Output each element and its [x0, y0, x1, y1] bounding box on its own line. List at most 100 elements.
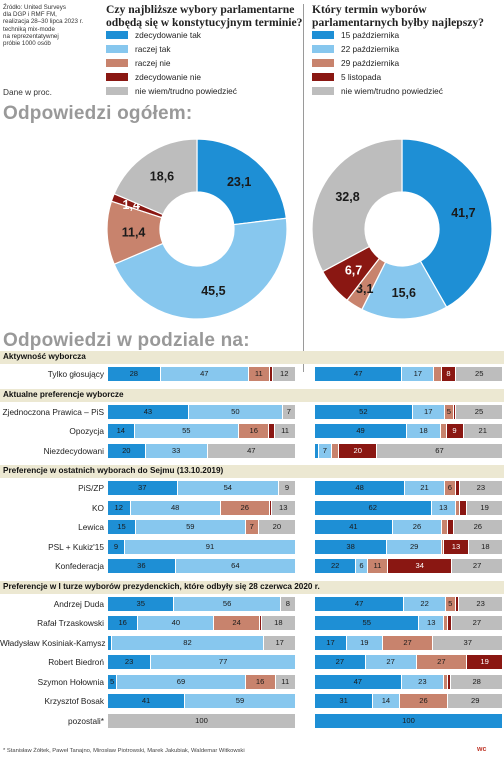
legend-swatch [312, 45, 334, 53]
footnote: * Stanisław Żółtek, Paweł Tanajno, Miros… [3, 748, 245, 754]
row-label: Krzysztof Bosak [44, 696, 104, 706]
bar-segment: 47 [315, 674, 401, 689]
bar-segment: 26 [453, 520, 502, 534]
bar-segment [315, 443, 318, 458]
bar-segment: 5 [444, 404, 454, 419]
bar-segment: 19 [467, 500, 502, 515]
bar-segment: 23 [401, 674, 444, 689]
bar-segment [442, 520, 447, 534]
bar-segment: 13 [271, 500, 295, 515]
legend-item: nie wiem/trudno powiedzieć [312, 86, 443, 96]
legend-item: 15 października [312, 30, 399, 40]
row-label: Opozycja [69, 426, 104, 436]
legend-swatch [312, 87, 334, 95]
bar-segment: 11 [275, 674, 295, 689]
donut-slice [311, 138, 403, 273]
legend-item: 5 listopada [312, 72, 381, 82]
bar-segment: 11 [367, 559, 388, 573]
bar-segment: 17 [412, 404, 444, 419]
brand-logo: wc [477, 746, 487, 753]
bar-segment: 18 [468, 539, 502, 554]
bar-segment: 27 [452, 559, 502, 573]
donut-value-label: 11,4 [122, 225, 146, 239]
row-label: Zjednoczona Prawica – PiS [2, 406, 104, 417]
legend-swatch [106, 59, 128, 67]
bar-segment: 12 [108, 500, 130, 515]
legend-item: raczej tak [106, 44, 171, 54]
bar-segment: 64 [175, 559, 295, 573]
donut-value-label: 15,6 [392, 286, 416, 300]
donut-slice [196, 138, 288, 226]
legend-label: 29 października [341, 58, 400, 68]
bar-segment: 13 [431, 500, 455, 515]
bar-segment: 23 [459, 596, 502, 611]
bar-segment: 19 [467, 655, 502, 669]
bar-segment: 20 [339, 443, 377, 458]
source-note: Źródło: United Surveys dla DGP i RMF FM,… [3, 4, 84, 48]
legend-item: nie wiem/trudno powiedzieć [106, 86, 237, 96]
group-header: Preferencje w ostatnich wyborach do Sejm… [0, 465, 504, 478]
legend-label: raczej nie [135, 58, 171, 68]
bar-segment [434, 367, 441, 381]
legend-item: 29 października [312, 58, 399, 68]
row-label: Lewica [78, 522, 104, 532]
donut-value-label: 6,7 [345, 264, 362, 278]
bar-segment: 34 [388, 559, 452, 573]
bar-segment: 9 [108, 539, 124, 554]
bar-segment: 23 [459, 481, 502, 495]
bar-segment [459, 500, 467, 515]
bar-segment: 5 [108, 674, 117, 689]
bar-segment: 14 [108, 424, 134, 438]
donut-value-label: 23,1 [227, 175, 251, 189]
q1-title: Czy najbliższe wybory parlamentarne odbę… [106, 3, 303, 29]
bar-segment: 26 [399, 694, 448, 708]
legend-swatch [312, 73, 334, 81]
bar-segment: 24 [214, 616, 259, 630]
bar-segment: 28 [108, 367, 160, 381]
bar-segment: 9 [279, 481, 295, 495]
bar-segment: 41 [315, 520, 392, 534]
bar-segment: 7 [282, 404, 295, 419]
bar-segment: 59 [135, 520, 245, 534]
legend-label: nie wiem/trudno powiedzieć [341, 86, 443, 96]
bar-segment: 47 [315, 367, 402, 381]
bar-segment: 52 [315, 404, 412, 419]
bar-segment: 37 [108, 481, 177, 495]
legend-swatch [312, 59, 334, 67]
legend-item: zdecydowanie nie [106, 72, 201, 82]
bar-segment: 17 [402, 367, 434, 381]
bar-segment: 37 [433, 635, 502, 650]
legend-label: 22 października [341, 44, 400, 54]
row-label: KO [92, 502, 104, 513]
legend-swatch [106, 73, 128, 81]
bar-segment [269, 500, 271, 515]
bar-segment: 29 [387, 539, 442, 554]
bar-segment: 28 [451, 674, 502, 689]
group-title: Aktualne preferencje wyborcze [3, 389, 124, 399]
bar-segment: 27 [382, 635, 433, 650]
row-label: pozostali* [68, 715, 104, 726]
bar-segment: 47 [315, 596, 404, 611]
group-title: Preferencje w I turze wyborów prezydenck… [3, 581, 320, 591]
donut-slice [401, 138, 493, 308]
bar-segment: 48 [130, 500, 220, 515]
bar-segment: 6 [444, 481, 455, 495]
bar-segment: 16 [239, 424, 269, 438]
row-label: Andrzej Duda [53, 598, 104, 609]
bar-segment: 26 [220, 500, 269, 515]
row-label: PiS/ZP [78, 483, 104, 493]
q2-donut-chart: 41,7 15,6 3,1 6,7 32,8 [311, 138, 493, 320]
bar-segment [108, 635, 111, 650]
donut-slice [113, 138, 198, 216]
row-label: Niezdecydowani [43, 445, 104, 456]
donut-value-label: 3,1 [356, 282, 373, 296]
bar-segment: 18 [261, 616, 295, 630]
donut-value-label: 32,8 [335, 190, 359, 204]
legend-label: zdecydowanie nie [135, 72, 201, 82]
bar-segment: 77 [151, 655, 295, 669]
bar-segment: 47 [160, 367, 248, 381]
bar-segment: 33 [145, 443, 207, 458]
bar-segment [456, 500, 459, 515]
legend-swatch [312, 31, 334, 39]
bar-segment: 17 [264, 635, 295, 650]
